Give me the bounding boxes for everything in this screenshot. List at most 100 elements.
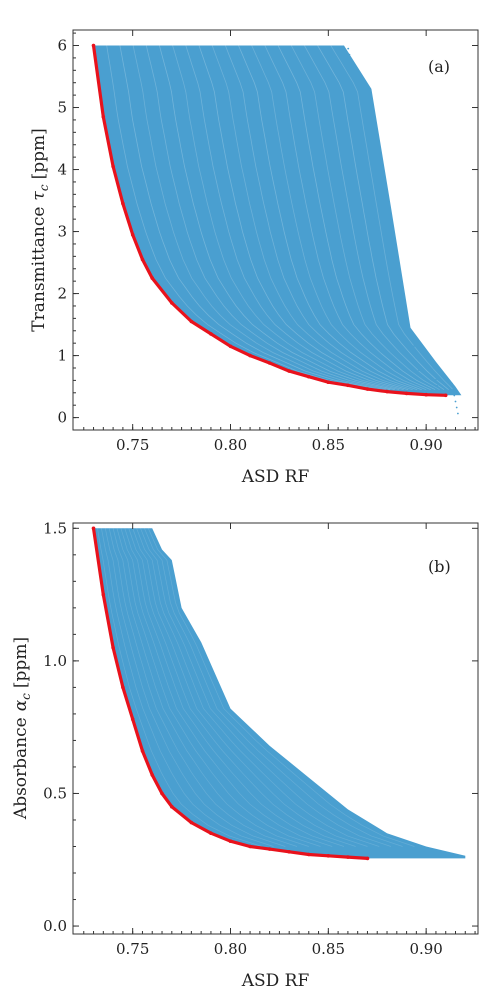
- cloud-stripe: [211, 45, 413, 391]
- sparse-point: [413, 345, 415, 347]
- panel-a-minimum-boundary: [91, 43, 448, 398]
- frontier-point: [443, 393, 448, 398]
- panel-a-y-title-unit: [ppm]: [29, 128, 49, 179]
- frontier-point: [170, 804, 174, 809]
- frontier-point: [150, 276, 154, 280]
- panel-a-x-title: ASD RF: [241, 467, 310, 487]
- cloud-stripe: [330, 45, 454, 390]
- cloud-stripe: [238, 45, 422, 391]
- frontier-point: [209, 332, 213, 336]
- sparse-point: [414, 351, 417, 353]
- sparse-point: [350, 65, 353, 68]
- sparse-point: [435, 378, 437, 381]
- panel-a-transmittance: 0.75 0.80 0.85 0.90 0 1 2 3 4 5 6 (a) ASD RF Tran…: [29, 29, 479, 487]
- y-tick-label: 1: [57, 347, 67, 365]
- sparse-point: [348, 53, 351, 56]
- frontier-point: [228, 839, 233, 843]
- cloud-stripe: [119, 45, 382, 391]
- cloud-region: [93, 45, 462, 396]
- panel-b-y-title-symbol: α: [11, 699, 31, 711]
- cloud-stripe: [124, 528, 345, 847]
- frontier-point: [287, 369, 292, 373]
- frontier-point: [111, 164, 115, 169]
- panel-a-y-title-main: Transmittance: [29, 207, 49, 332]
- frontier-point: [267, 361, 272, 365]
- frontier-point: [189, 820, 194, 825]
- cloud-stripe: [108, 528, 298, 847]
- cloud-stripe: [112, 528, 309, 847]
- cloud-stripe: [251, 45, 427, 391]
- panel-a-y-axis: 0 1 2 3 4 5 6: [57, 32, 478, 427]
- y-tick-label: 6: [57, 37, 67, 55]
- panel-a-frame: [72, 29, 479, 431]
- x-tick-label: 0.85: [312, 940, 345, 958]
- frontier-point: [346, 855, 350, 859]
- frontier-point: [170, 301, 174, 305]
- cloud-stripe: [132, 45, 386, 391]
- y-tick-label: 4: [57, 161, 67, 179]
- sparse-point: [370, 199, 373, 202]
- frontier-point: [267, 847, 272, 851]
- sparse-point: [395, 273, 398, 276]
- sparse-point: [373, 211, 375, 214]
- frontier-point: [307, 374, 311, 379]
- x-tick-label: 0.75: [116, 940, 149, 958]
- sparse-point: [437, 390, 440, 393]
- frontier-point: [160, 791, 164, 796]
- frontier-point: [189, 319, 194, 324]
- cloud-stripe: [101, 528, 274, 847]
- frontier-point: [424, 392, 429, 397]
- sparse-point: [457, 412, 459, 415]
- frontier-point: [121, 201, 125, 206]
- y-tick-label: 1.5: [43, 519, 67, 537]
- frontier-point: [404, 391, 409, 396]
- cloud-stripe: [317, 45, 449, 391]
- sparse-point: [372, 205, 374, 208]
- frontier-point: [326, 854, 331, 858]
- sparse-point: [375, 223, 378, 226]
- y-tick-label: 0.5: [43, 784, 67, 802]
- sparse-point: [455, 406, 458, 409]
- sparse-point: [431, 360, 434, 363]
- panel-b-y-title-main: Absorbance: [11, 717, 31, 820]
- y-tick-label: 0: [57, 409, 67, 427]
- frontier-point: [91, 43, 96, 48]
- cloud-stripe: [159, 45, 395, 391]
- frontier-point: [150, 773, 154, 777]
- sparse-point: [417, 369, 420, 371]
- sparse-point: [353, 77, 356, 80]
- cloud-stripe: [198, 45, 409, 391]
- frontier-point: [248, 844, 252, 849]
- sparse-point: [436, 384, 438, 387]
- cloud-stripe: [106, 45, 377, 391]
- y-tick-label: 5: [57, 99, 67, 117]
- sparse-point: [451, 382, 453, 385]
- frontier-point: [346, 383, 350, 388]
- frontier-point: [365, 387, 370, 391]
- cloud-stripe: [104, 528, 286, 847]
- cloud-stripe: [304, 45, 445, 391]
- cloud-stripe: [97, 528, 262, 847]
- sparse-point: [411, 339, 414, 341]
- panel-b-y-title-sub: c: [19, 693, 33, 700]
- cloud-stripe: [132, 528, 368, 847]
- frontier-point: [248, 353, 252, 358]
- sparse-point: [453, 394, 456, 397]
- y-tick-label: 2: [57, 285, 67, 303]
- panel-a-y-title-sub: c: [37, 184, 51, 191]
- frontier-point: [101, 592, 106, 597]
- sparse-point: [415, 357, 418, 359]
- sparse-point: [374, 217, 377, 220]
- panel-a-label: (a): [428, 57, 450, 76]
- cloud-stripe: [140, 528, 392, 847]
- x-tick-label: 0.90: [409, 436, 442, 454]
- panel-a-sampled-cloud: [93, 45, 462, 415]
- sparse-point: [392, 255, 395, 258]
- frontier-point: [130, 717, 135, 721]
- x-tick-label: 0.85: [312, 436, 345, 454]
- x-tick-label: 0.75: [116, 436, 149, 454]
- frontier-point: [140, 749, 145, 753]
- cloud-stripe: [120, 528, 333, 847]
- cloud-stripe: [290, 45, 440, 391]
